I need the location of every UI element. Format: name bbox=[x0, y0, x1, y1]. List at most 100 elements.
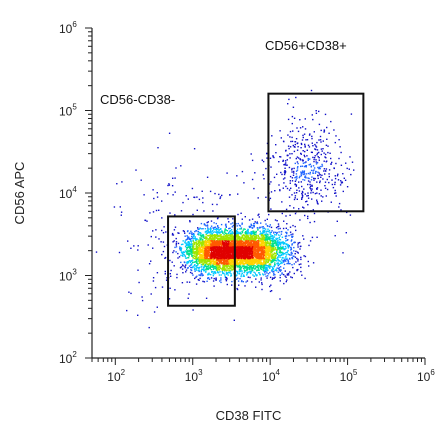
scatter-point bbox=[250, 258, 253, 261]
scatter-point bbox=[237, 222, 239, 225]
scatter-point bbox=[181, 252, 183, 254]
scatter-point bbox=[256, 227, 259, 229]
scatter-point bbox=[297, 246, 299, 248]
scatter-point bbox=[245, 254, 248, 257]
scatter-point bbox=[195, 267, 198, 269]
scatter-point bbox=[253, 241, 255, 244]
scatter-point bbox=[253, 226, 255, 228]
scatter-point bbox=[274, 240, 276, 242]
scatter-point bbox=[302, 191, 304, 194]
scatter-point bbox=[238, 252, 240, 254]
scatter-point bbox=[279, 274, 281, 276]
scatter-point bbox=[201, 266, 203, 268]
scatter-point bbox=[268, 251, 270, 253]
scatter-point bbox=[313, 179, 315, 181]
scatter-point bbox=[258, 262, 260, 264]
scatter-point bbox=[232, 260, 235, 263]
scatter-point bbox=[219, 232, 221, 234]
scatter-point bbox=[229, 239, 231, 241]
scatter-point bbox=[216, 238, 219, 240]
scatter-point bbox=[155, 236, 157, 238]
scatter-point bbox=[252, 269, 254, 272]
scatter-point bbox=[323, 152, 325, 154]
scatter-point bbox=[179, 246, 181, 248]
scatter-point bbox=[282, 241, 284, 243]
scatter-point bbox=[247, 235, 250, 237]
scatter-point bbox=[275, 152, 277, 154]
scatter-point bbox=[197, 267, 200, 269]
scatter-point bbox=[318, 167, 320, 170]
scatter-point bbox=[307, 194, 309, 197]
scatter-point bbox=[184, 255, 186, 258]
scatter-point bbox=[254, 231, 257, 233]
scatter-point bbox=[297, 268, 299, 271]
scatter-point bbox=[265, 260, 267, 262]
scatter-point bbox=[212, 274, 214, 277]
scatter-point bbox=[216, 242, 219, 244]
scatter-point bbox=[213, 277, 215, 280]
scatter-point bbox=[290, 187, 292, 189]
scatter-point bbox=[171, 261, 173, 263]
scatter-point bbox=[245, 262, 247, 265]
scatter-point bbox=[288, 189, 291, 191]
scatter-point bbox=[268, 213, 270, 216]
scatter-point bbox=[254, 272, 256, 274]
scatter-point bbox=[276, 258, 278, 260]
scatter-point bbox=[249, 237, 252, 240]
scatter-point bbox=[206, 237, 208, 239]
scatter-point bbox=[273, 272, 275, 275]
scatter-point bbox=[293, 170, 295, 173]
scatter-point bbox=[254, 242, 257, 245]
scatter-point bbox=[274, 262, 276, 264]
scatter-point bbox=[291, 239, 293, 241]
scatter-point bbox=[262, 259, 265, 261]
scatter-point bbox=[201, 260, 203, 262]
scatter-point bbox=[182, 240, 184, 242]
scatter-point bbox=[266, 247, 268, 249]
scatter-point bbox=[152, 230, 154, 232]
scatter-point bbox=[236, 259, 239, 262]
scatter-point bbox=[209, 240, 211, 242]
scatter-point bbox=[212, 235, 214, 237]
scatter-point bbox=[297, 157, 300, 159]
scatter-point bbox=[309, 240, 312, 242]
scatter-point bbox=[268, 242, 270, 244]
scatter-point bbox=[192, 245, 194, 247]
scatter-point bbox=[236, 228, 239, 230]
scatter-point bbox=[205, 239, 207, 241]
scatter-point bbox=[314, 148, 316, 150]
scatter-point bbox=[253, 254, 255, 256]
scatter-point bbox=[220, 277, 222, 279]
scatter-point bbox=[200, 235, 202, 237]
scatter-point bbox=[230, 264, 232, 267]
scatter-point bbox=[199, 227, 201, 229]
scatter-point bbox=[273, 265, 276, 268]
scatter-point bbox=[245, 269, 247, 272]
scatter-point bbox=[288, 234, 290, 237]
scatter-point bbox=[258, 236, 260, 238]
scatter-point bbox=[263, 236, 266, 239]
scatter-point bbox=[198, 198, 201, 201]
scatter-point bbox=[205, 262, 207, 265]
scatter-point bbox=[248, 263, 251, 265]
scatter-point bbox=[302, 159, 304, 162]
scatter-point bbox=[195, 246, 197, 248]
scatter-point bbox=[170, 269, 172, 272]
scatter-point bbox=[265, 196, 267, 198]
scatter-point bbox=[198, 270, 200, 273]
scatter-point bbox=[211, 242, 213, 244]
scatter-point bbox=[210, 233, 212, 235]
scatter-point bbox=[227, 242, 229, 244]
scatter-point bbox=[282, 227, 285, 230]
scatter-point bbox=[174, 289, 176, 291]
scatter-point bbox=[262, 228, 264, 230]
scatter-point bbox=[277, 256, 279, 258]
scatter-point bbox=[198, 268, 200, 270]
scatter-point bbox=[152, 211, 155, 213]
scatter-point bbox=[202, 256, 204, 259]
scatter-point bbox=[281, 262, 283, 264]
scatter-point bbox=[309, 187, 311, 189]
scatter-point bbox=[247, 236, 249, 238]
scatter-point bbox=[214, 271, 217, 273]
scatter-point bbox=[277, 244, 279, 247]
